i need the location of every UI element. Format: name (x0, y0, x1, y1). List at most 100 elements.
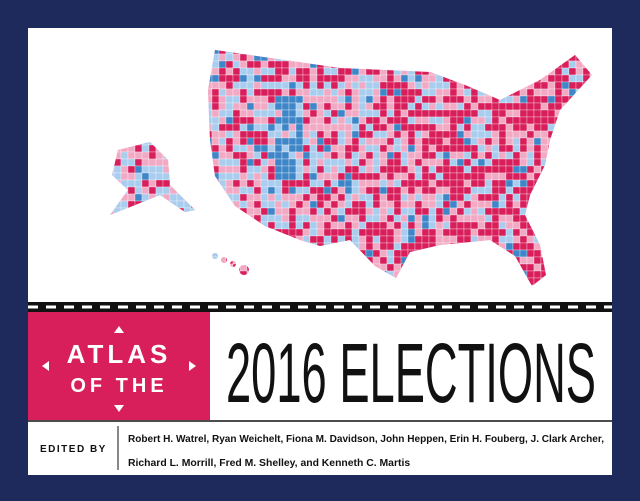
county-cell (407, 214, 416, 223)
county-cell (526, 130, 535, 139)
county-cell (379, 179, 388, 188)
county-cell (274, 67, 283, 76)
county-cell (365, 221, 374, 230)
county-cell (435, 172, 444, 181)
county-cell (540, 109, 549, 118)
county-cell (351, 95, 360, 104)
county-cell (316, 67, 325, 76)
county-cell (512, 165, 521, 174)
county-cell (568, 60, 577, 69)
county-cell (358, 109, 367, 118)
county-cell (568, 74, 577, 83)
county-cell (372, 74, 381, 83)
county-cell (148, 179, 157, 188)
county-cell (141, 151, 150, 160)
county-cell (351, 137, 360, 146)
county-cell (386, 249, 395, 258)
county-cell (316, 123, 325, 132)
county-cell (267, 151, 276, 160)
county-cell (393, 172, 402, 181)
county-cell (505, 214, 514, 223)
county-cell (358, 88, 367, 97)
county-cell (456, 200, 465, 209)
county-cell (351, 214, 360, 223)
county-cell (302, 172, 311, 181)
county-cell (316, 116, 325, 125)
county-cell (288, 200, 297, 209)
county-cell (337, 200, 346, 209)
county-cell (477, 137, 486, 146)
county-cell (554, 102, 563, 111)
county-cell (134, 151, 143, 160)
county-cell (260, 60, 269, 69)
county-cell (316, 165, 325, 174)
county-cell (400, 137, 409, 146)
county-cell (442, 235, 451, 244)
county-cell (379, 193, 388, 202)
county-cell (421, 81, 430, 90)
county-cell (449, 235, 458, 244)
county-cell (414, 165, 423, 174)
county-cell (386, 193, 395, 202)
county-cell (512, 144, 521, 153)
county-cell (246, 172, 255, 181)
county-cell (372, 179, 381, 188)
county-cell (470, 179, 479, 188)
county-cell (323, 207, 332, 216)
county-cell (365, 242, 374, 251)
county-cell (302, 179, 311, 188)
county-cell (239, 109, 248, 118)
county-cell (386, 81, 395, 90)
county-cell (421, 74, 430, 83)
county-cell (260, 67, 269, 76)
county-cell (260, 109, 269, 118)
county-cell (533, 263, 542, 272)
county-cell (484, 123, 493, 132)
county-cell (225, 116, 234, 125)
county-cell (526, 256, 535, 265)
county-cell (512, 221, 521, 230)
county-cell (358, 144, 367, 153)
county-cell (274, 102, 283, 111)
county-cell (512, 102, 521, 111)
county-cell (295, 109, 304, 118)
county-cell (505, 102, 514, 111)
county-cell (351, 102, 360, 111)
county-cell (267, 130, 276, 139)
county-cell (323, 67, 332, 76)
county-cell (323, 130, 332, 139)
county-cell (351, 67, 360, 76)
county-cell (456, 172, 465, 181)
county-cell (141, 144, 150, 153)
county-cell (316, 137, 325, 146)
county-cell (323, 193, 332, 202)
county-cell (302, 207, 311, 216)
county-cell (365, 179, 374, 188)
county-cell (435, 186, 444, 195)
county-cell (267, 109, 276, 118)
county-cell (386, 116, 395, 125)
county-cell (421, 130, 430, 139)
county-cell (421, 109, 430, 118)
county-cell (491, 130, 500, 139)
county-cell (575, 74, 584, 83)
county-cell (316, 81, 325, 90)
county-cell (533, 158, 542, 167)
county-cell (428, 109, 437, 118)
county-cell (400, 165, 409, 174)
county-cell (470, 200, 479, 209)
county-cell (393, 123, 402, 132)
county-cell (365, 123, 374, 132)
county-cell (351, 165, 360, 174)
county-cell (449, 130, 458, 139)
county-cell (386, 214, 395, 223)
county-cell (358, 74, 367, 83)
county-cell (414, 228, 423, 237)
county-cell (456, 165, 465, 174)
county-cell (127, 172, 136, 181)
county-cell (372, 95, 381, 104)
county-cell (309, 88, 318, 97)
county-cell (526, 242, 535, 251)
county-cell (386, 242, 395, 251)
